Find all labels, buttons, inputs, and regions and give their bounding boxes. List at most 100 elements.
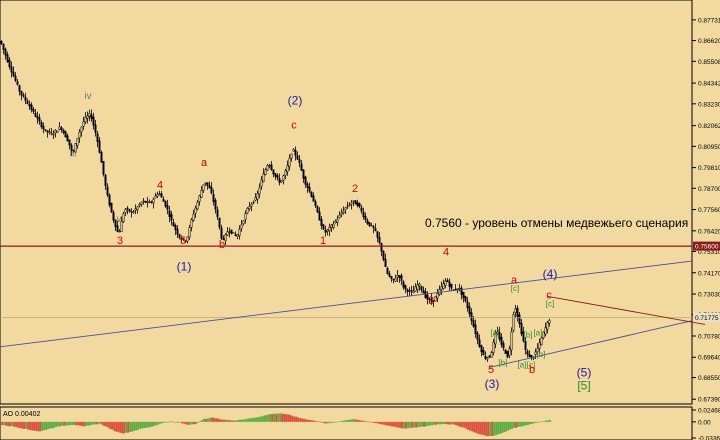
ao-bar-down — [355, 419, 357, 422]
ao-bar-down — [23, 421, 25, 429]
ao-bar-down — [491, 421, 493, 437]
ao-bar-up — [69, 421, 71, 426]
candle-up — [50, 132, 53, 135]
ao-bar-up — [489, 421, 491, 436]
ao-bar-up — [525, 421, 527, 426]
ao-bar-up — [347, 420, 349, 422]
candle-up — [124, 209, 127, 213]
candle-up — [546, 322, 549, 330]
candle-down — [252, 201, 255, 204]
ao-bar-down — [115, 421, 117, 432]
ao-bar-up — [99, 421, 101, 424]
candle-up — [154, 195, 157, 199]
ao-bar-down — [307, 419, 309, 422]
candle-up — [348, 204, 351, 206]
ao-bar-up — [45, 421, 47, 430]
candle-down — [38, 117, 41, 122]
candle-down — [100, 152, 103, 163]
candle-up — [370, 224, 373, 227]
ao-bar-up — [277, 413, 279, 422]
ao-bar-down — [473, 421, 475, 433]
ao-bar-up — [151, 421, 153, 427]
candle-down — [476, 332, 479, 340]
candle-down — [272, 169, 275, 175]
candle-down — [318, 211, 321, 221]
wave-label: (1) — [177, 259, 192, 273]
candle-up — [286, 165, 289, 172]
candle-down — [400, 275, 403, 281]
candle-down — [66, 135, 69, 142]
wave-label: c — [291, 120, 297, 132]
candle-up — [246, 208, 249, 214]
ao-bar-up — [11, 421, 13, 427]
candle-up — [284, 170, 287, 176]
ao-bar-up — [329, 421, 331, 423]
candle-up — [334, 220, 337, 223]
ao-bar-up — [343, 420, 345, 422]
candle-down — [294, 149, 297, 156]
candle-up — [416, 284, 419, 290]
candle-down — [24, 96, 27, 101]
ao-bar-up — [507, 421, 509, 431]
candle-down — [300, 163, 303, 171]
ao-bar-down — [317, 421, 319, 422]
candle-down — [10, 66, 13, 73]
ao-bar-down — [205, 418, 207, 422]
ao-bar-down — [281, 413, 283, 422]
ao-bar-down — [401, 421, 403, 429]
ao-bar-up — [333, 421, 335, 423]
ao-bar-up — [437, 421, 439, 425]
candle-up — [510, 331, 513, 351]
candle-up — [538, 342, 541, 349]
candle-up — [54, 130, 57, 134]
candle-down — [160, 193, 163, 198]
ao-bar-up — [513, 421, 515, 428]
ao-bar-down — [357, 419, 359, 422]
candle-down — [42, 126, 45, 130]
candle-up — [436, 292, 439, 299]
ao-bar-up — [499, 421, 501, 434]
ao-bar-down — [295, 416, 297, 422]
candle-up — [120, 220, 123, 232]
candle-up — [346, 206, 349, 208]
candle-up — [156, 194, 159, 197]
candle-up — [254, 197, 257, 201]
candle-down — [530, 355, 533, 357]
candle-down — [208, 185, 211, 189]
candle-up — [290, 153, 293, 159]
ao-bar-down — [289, 414, 291, 422]
candle-up — [130, 211, 133, 213]
ao-bar-up — [239, 419, 241, 422]
ao-bar-down — [375, 421, 377, 424]
current-price-tag: 0.71775 — [695, 315, 719, 322]
candle-down — [36, 116, 39, 119]
candle-down — [424, 291, 427, 298]
ao-bar-up — [157, 421, 159, 425]
candle-up — [136, 206, 139, 211]
ao-bar-down — [213, 417, 215, 422]
ao-bar-up — [531, 421, 533, 424]
candle-down — [98, 140, 101, 153]
candle-down — [108, 194, 111, 206]
ao-bar-down — [177, 421, 179, 423]
candle-up — [250, 203, 253, 207]
price-tick-label: 0.77560 — [698, 207, 720, 214]
candle-down — [270, 164, 273, 171]
ao-bar-down — [215, 418, 217, 422]
candle-down — [14, 75, 17, 81]
ao-bar-down — [479, 421, 481, 435]
ao-bar-up — [141, 421, 143, 429]
ao-bar-up — [199, 421, 201, 422]
ao-bar-up — [427, 421, 429, 426]
price-tick-label: 0.75310 — [698, 249, 720, 256]
candle-down — [18, 85, 21, 92]
ao-bar-up — [273, 413, 275, 422]
candle-down — [404, 285, 407, 290]
ao-bar-down — [475, 421, 477, 433]
candle-down — [70, 144, 73, 152]
ao-bar-down — [171, 421, 173, 423]
ao-bar-up — [135, 421, 137, 431]
ao-bar-down — [297, 417, 299, 422]
candle-down — [384, 258, 387, 267]
ao-bar-down — [173, 421, 175, 423]
